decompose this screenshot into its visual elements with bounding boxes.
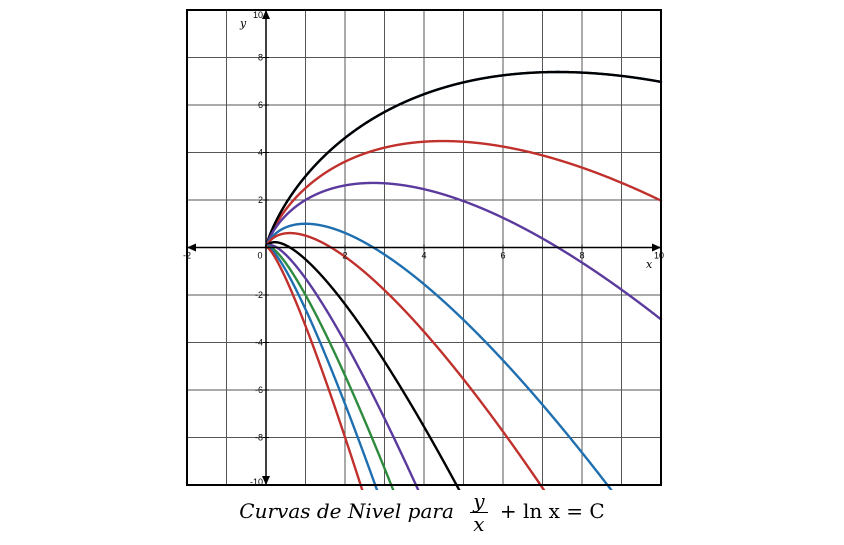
fraction-numerator: y <box>470 490 488 513</box>
x-axis-arrow-right <box>652 243 661 252</box>
fraction-denominator: x <box>473 512 485 536</box>
y-tick-label: -10 <box>250 477 263 487</box>
y-tick-label: 4 <box>258 148 263 158</box>
level-curve <box>264 222 613 490</box>
level-curve <box>264 181 663 321</box>
level-curve <box>264 243 420 490</box>
x-axis-label: x <box>646 258 653 271</box>
x-tick-label: 2 <box>342 251 347 261</box>
y-tick-label: 6 <box>258 100 263 110</box>
x-axis-arrow-left <box>187 243 196 252</box>
level-curve <box>264 231 546 490</box>
x-tick-label: 10 <box>654 251 664 261</box>
y-tick-label: -4 <box>255 338 263 348</box>
level-curve <box>264 245 364 490</box>
y-tick-label: -8 <box>255 433 263 443</box>
caption-fraction: y x <box>470 490 488 536</box>
caption-formula-rest: + ln x = C <box>499 499 605 523</box>
y-axis-arrow-up <box>262 10 270 19</box>
x-tick-label: 0 <box>257 251 262 261</box>
y-tick-label: -2 <box>255 290 263 300</box>
y-tick-label: -6 <box>255 385 263 395</box>
curve-series <box>264 70 663 490</box>
x-tick-label: 4 <box>421 251 426 261</box>
level-curve <box>264 241 461 490</box>
level-curve <box>264 70 663 249</box>
y-tick-label: 2 <box>258 195 263 205</box>
y-tick-label: 8 <box>258 53 263 63</box>
x-tick-label: 6 <box>500 251 505 261</box>
x-tick-label: 8 <box>579 251 584 261</box>
level-curve <box>264 245 395 490</box>
y-tick-label: 10 <box>253 10 263 20</box>
level-curve <box>264 139 663 249</box>
plot-frame <box>186 9 662 486</box>
chart-caption: Curvas de Nivel para y x + ln x = C <box>0 490 844 535</box>
y-axis-label: y <box>239 17 247 30</box>
level-curve <box>264 245 379 490</box>
y-axis-arrow-down <box>262 476 270 485</box>
axes <box>186 9 662 486</box>
caption-title: Curvas de Nivel para <box>239 499 454 523</box>
